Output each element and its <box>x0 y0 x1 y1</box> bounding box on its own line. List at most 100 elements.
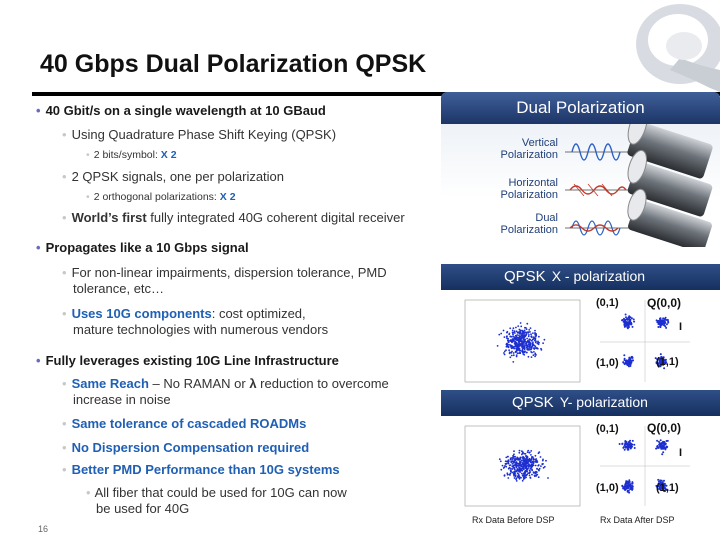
scatter-point <box>529 476 532 479</box>
scatter-point <box>527 344 529 346</box>
scatter-point <box>525 342 528 344</box>
constellation-point <box>660 355 663 358</box>
scatter-point <box>507 477 510 479</box>
scatter-point <box>540 465 542 467</box>
constellation-point <box>660 444 663 447</box>
constellation-point <box>657 320 660 323</box>
scatter-point <box>522 347 525 349</box>
scatter-point <box>506 331 508 334</box>
scatter-point <box>534 352 537 355</box>
constellation-point <box>623 325 626 328</box>
x-after-dsp-plot <box>600 300 690 382</box>
constellation-point <box>629 444 632 447</box>
scatter-point <box>512 335 514 338</box>
scatter-point <box>528 334 530 336</box>
scatter-point <box>529 339 531 341</box>
scatter-point <box>518 334 520 337</box>
scatter-point <box>532 471 535 473</box>
constellation-point <box>657 478 660 481</box>
scatter-point <box>516 339 519 341</box>
scatter-point <box>505 345 508 348</box>
constellation-point <box>626 442 629 445</box>
constellation-point <box>627 325 630 328</box>
constellation-point <box>661 322 663 325</box>
scatter-point <box>504 460 507 463</box>
constellation-point <box>629 357 632 360</box>
scatter-point <box>518 476 521 478</box>
constellation-point <box>618 443 621 445</box>
bullet-no-dispersion: • No Dispersion Compensation required <box>62 440 310 455</box>
scatter-point <box>513 474 516 476</box>
scatter-point <box>516 334 519 336</box>
scatter-point <box>511 465 514 467</box>
constellation-point <box>665 326 668 329</box>
scatter-point <box>526 322 529 325</box>
scatter-point <box>528 340 531 343</box>
scatter-point <box>510 340 513 343</box>
scatter-point <box>525 455 527 457</box>
scatter-point <box>517 344 520 346</box>
scatter-point <box>518 328 521 331</box>
vertical-wave-icon <box>565 143 630 161</box>
scatter-point <box>531 456 533 459</box>
scatter-point <box>522 460 525 463</box>
constellation-point <box>658 359 661 361</box>
constellation-point <box>664 488 667 491</box>
scatter-point <box>521 456 524 459</box>
scatter-point <box>531 469 533 472</box>
scatter-point <box>534 345 537 348</box>
scatter-point <box>512 327 515 330</box>
scatter-point <box>526 459 528 462</box>
scatter-point <box>523 339 526 341</box>
constellation-point <box>662 358 665 360</box>
scatter-point <box>521 453 523 456</box>
scatter-point <box>530 458 532 461</box>
scatter-point <box>508 467 511 469</box>
scatter-point <box>506 342 508 345</box>
constellation-point <box>657 362 659 365</box>
y-q-axis-label: Q(0,0) <box>647 421 682 435</box>
scatter-point <box>515 461 518 463</box>
scatter-point <box>515 355 518 358</box>
constellation-point <box>626 484 629 487</box>
scatter-point <box>529 342 532 345</box>
scatter-point <box>536 461 539 463</box>
scatter-point <box>532 336 535 338</box>
scatter-point <box>511 459 513 461</box>
constellation-point <box>663 443 666 446</box>
horizontal-polarization-label: Horizontal Polarization <box>500 177 558 202</box>
fiber-cylinder-icon <box>627 188 712 247</box>
constellation-point <box>627 323 630 326</box>
scatter-point <box>525 344 528 347</box>
scatter-point <box>515 480 518 482</box>
scatter-point <box>506 345 509 347</box>
constellation-point <box>621 319 624 321</box>
scatter-point <box>509 472 512 475</box>
scatter-point <box>526 456 529 459</box>
scatter-point <box>511 345 514 348</box>
scatter-point <box>511 468 514 470</box>
bullet-nonlinear: • For non-linear impairments, dispersion … <box>62 265 387 280</box>
scatter-point <box>515 458 518 461</box>
bullet-same-reach: • Same Reach – No RAMAN or λ reduction to… <box>62 376 389 391</box>
scatter-point <box>520 325 523 328</box>
constellation-point <box>626 490 629 493</box>
constellation-point <box>662 451 665 454</box>
constellation-point <box>627 360 630 363</box>
constellation-point <box>664 321 667 324</box>
qpsk-x-band <box>441 264 720 290</box>
constellation-point <box>625 480 628 483</box>
scatter-point <box>508 333 511 336</box>
scatter-point <box>512 333 514 336</box>
bullet-propagates: • Propagates like a 10 Gbps signal <box>36 240 249 255</box>
constellation-point <box>625 316 627 319</box>
scatter-point <box>506 335 508 338</box>
scatter-point <box>513 337 516 340</box>
constellation-point <box>659 324 662 327</box>
scatter-point <box>518 467 521 470</box>
constellation-point <box>622 446 625 449</box>
scatter-point <box>505 349 507 352</box>
scatter-point <box>515 343 518 345</box>
constellation-point <box>657 326 660 328</box>
